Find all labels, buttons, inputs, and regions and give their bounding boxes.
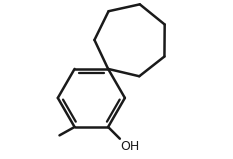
Text: OH: OH bbox=[121, 140, 140, 153]
